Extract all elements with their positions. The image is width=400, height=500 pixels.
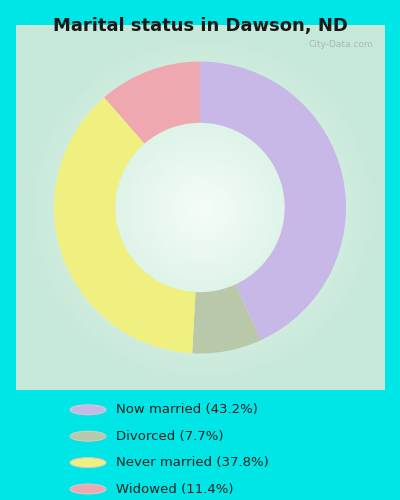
Text: Now married (43.2%): Now married (43.2%): [116, 404, 258, 416]
Text: City-Data.com: City-Data.com: [308, 40, 373, 48]
Text: Divorced (7.7%): Divorced (7.7%): [116, 430, 224, 442]
Wedge shape: [54, 98, 196, 354]
Circle shape: [70, 484, 106, 494]
Wedge shape: [104, 62, 200, 144]
Text: Never married (37.8%): Never married (37.8%): [116, 456, 269, 469]
Wedge shape: [200, 62, 346, 340]
Text: Widowed (11.4%): Widowed (11.4%): [116, 482, 234, 496]
Circle shape: [70, 458, 106, 468]
Text: Marital status in Dawson, ND: Marital status in Dawson, ND: [52, 18, 348, 36]
Circle shape: [70, 405, 106, 415]
Wedge shape: [192, 284, 261, 354]
Circle shape: [70, 431, 106, 441]
